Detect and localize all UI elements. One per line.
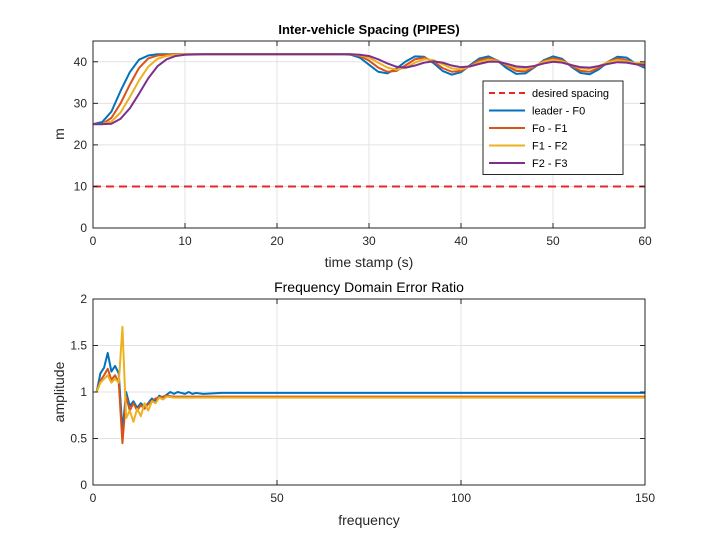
frequency-chart: Frequency Domain Error Ratio frequency a… <box>51 279 655 528</box>
spacing-chart-xtick-label: 30 <box>362 234 376 248</box>
spacing-chart-legend-label: Fo - F1 <box>532 123 567 135</box>
frequency-chart-xtick-label: 50 <box>270 491 284 505</box>
frequency-chart-ytick-label: 1.5 <box>70 339 87 353</box>
spacing-chart-ytick-label: 10 <box>74 179 88 193</box>
spacing-chart-ytick-label: 40 <box>74 55 88 69</box>
spacing-chart-ytick-label: 20 <box>74 138 88 152</box>
spacing-chart: Inter-vehicle Spacing (PIPES) time stamp… <box>51 22 652 270</box>
spacing-chart-xtick-label: 0 <box>90 234 97 248</box>
spacing-chart-xtick-label: 60 <box>638 234 652 248</box>
frequency-chart-series-group <box>95 325 645 445</box>
frequency-chart-xtick-label: 150 <box>635 491 655 505</box>
spacing-chart-series-group <box>93 53 645 188</box>
spacing-chart-legend: desired spacing leader - F0 Fo - F1 F1 - F2… <box>482 80 624 175</box>
frequency-chart-xtick-label: 100 <box>451 491 471 505</box>
frequency-chart-ytick-label: 2 <box>80 292 87 306</box>
spacing-chart-xlabel: time stamp (s) <box>325 254 414 270</box>
spacing-chart-legend-label: F1 - F2 <box>532 141 567 153</box>
frequency-chart-series-line-2 <box>95 325 645 423</box>
spacing-chart-xtick-label: 20 <box>270 234 284 248</box>
spacing-chart-ylabel: m <box>51 128 67 140</box>
frequency-chart-ytick-label: 0.5 <box>70 432 87 446</box>
frequency-chart-ytick-label: 1 <box>80 385 87 399</box>
spacing-chart-legend-label: F2 - F3 <box>532 158 567 170</box>
spacing-chart-legend-label: desired spacing <box>532 88 609 100</box>
spacing-chart-legend-label: leader - F0 <box>532 106 585 118</box>
spacing-chart-series-line-4 <box>93 53 645 126</box>
spacing-chart-ytick-label: 0 <box>80 221 87 235</box>
frequency-chart-title: Frequency Domain Error Ratio <box>274 279 464 295</box>
frequency-chart-series-line-0 <box>95 351 645 433</box>
frequency-chart-xlabel: frequency <box>338 512 399 528</box>
spacing-chart-xtick-label: 50 <box>546 234 560 248</box>
frequency-chart-ytick-label: 0 <box>80 478 87 492</box>
spacing-chart-xtick-label: 10 <box>178 234 192 248</box>
spacing-chart-ytick-label: 30 <box>74 96 88 110</box>
frequency-chart-ylabel: amplitude <box>51 361 67 422</box>
spacing-chart-xtick-label: 40 <box>454 234 468 248</box>
spacing-chart-title: Inter-vehicle Spacing (PIPES) <box>278 22 459 37</box>
frequency-chart-xtick-label: 0 <box>90 491 97 505</box>
